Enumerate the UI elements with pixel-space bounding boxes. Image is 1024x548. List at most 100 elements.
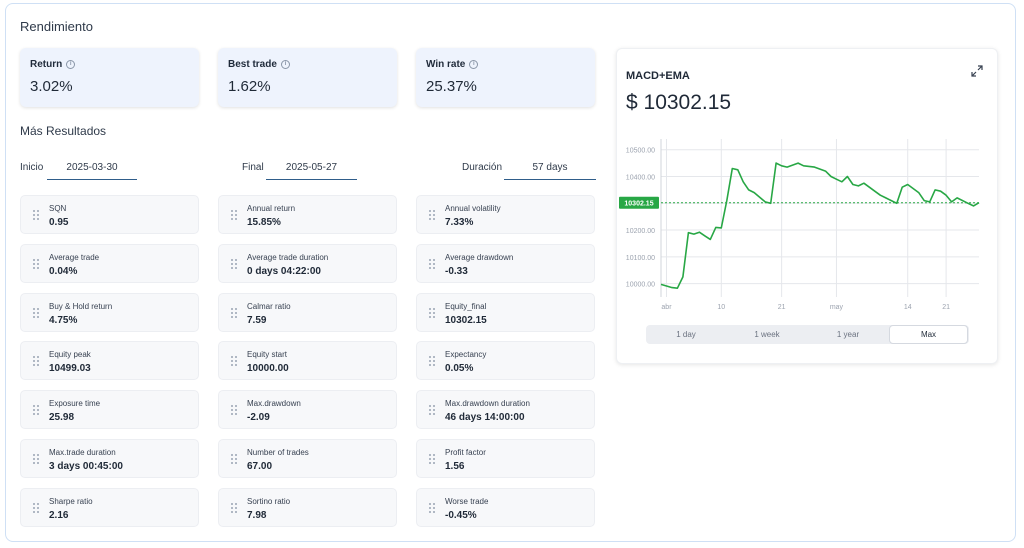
metric-value: 0.05% (445, 363, 474, 375)
kpi-label: Best trade (228, 59, 277, 70)
metric-card[interactable]: SQN 0.95 (20, 195, 199, 234)
metric-value: -0.33 (445, 265, 468, 277)
metric-card[interactable]: Average trade duration 0 days 04:22:00 (218, 243, 397, 283)
x-tick-label: abr (661, 304, 672, 311)
info-icon[interactable]: i (66, 60, 76, 69)
metric-card[interactable]: Equity start 10000.00 (218, 341, 397, 381)
expand-icon[interactable] (970, 64, 984, 78)
metric-card[interactable]: Calmar ratio 7.59 (218, 292, 397, 332)
x-tick-label: 14 (904, 304, 912, 311)
y-tick-label: 10400.00 (626, 174, 655, 181)
info-icon[interactable]: i (469, 60, 479, 69)
tab-1-week[interactable]: 1 week (754, 330, 780, 339)
drag-handle-icon[interactable] (429, 210, 435, 220)
drag-handle-icon[interactable] (231, 210, 237, 220)
info-icon[interactable]: i (280, 60, 290, 69)
end-label: Final (242, 162, 264, 173)
metric-label: Buy & Hold return (49, 301, 113, 311)
tab-1-year[interactable]: 1 year (836, 330, 860, 339)
metric-card[interactable]: Max.drawdown -2.09 (218, 390, 397, 430)
timeframe-tabs: 1 day 1 week 1 year Max (646, 325, 969, 344)
drag-handle-icon[interactable] (33, 405, 39, 416)
metric-card[interactable]: Equity peak 10499.03 (20, 341, 199, 381)
metric-value: 0.04% (49, 265, 78, 277)
equity-value: $ 10302.15 (626, 91, 732, 114)
start-label: Inicio (20, 162, 44, 173)
metric-label: Profit factor (445, 448, 486, 457)
drag-handle-icon[interactable] (33, 502, 39, 513)
drag-handle-icon[interactable] (231, 502, 237, 513)
metric-card[interactable]: Annual return 15.85% (218, 195, 397, 234)
drag-handle-icon[interactable] (429, 307, 435, 318)
metric-card[interactable]: Profit factor 1.56 (416, 439, 595, 478)
metric-card[interactable]: Expectancy 0.05% (416, 341, 595, 381)
metric-label: Max.drawdown duration (445, 399, 530, 409)
drag-handle-icon[interactable] (231, 258, 237, 269)
metric-value: 7.33% (445, 217, 474, 228)
metric-value: -0.45% (445, 509, 477, 521)
end-date-input[interactable]: 2025-05-27 (266, 158, 357, 180)
duration-field: Duración 57 days (462, 158, 596, 180)
section-title: Más Resultados (20, 124, 107, 138)
drag-handle-icon[interactable] (33, 356, 39, 367)
drag-handle-icon[interactable] (429, 405, 435, 416)
metric-card[interactable]: Max.trade duration 3 days 00:45:00 (20, 439, 199, 478)
drag-handle-icon[interactable] (33, 210, 39, 220)
y-tick-label: 10500.00 (626, 148, 655, 155)
metric-card[interactable]: Sharpe ratio 2.16 (20, 487, 199, 527)
metric-card[interactable]: Sortino ratio 7.98 (218, 487, 397, 527)
drag-handle-icon[interactable] (429, 356, 435, 367)
metric-card[interactable]: Buy & Hold return 4.75% (20, 292, 199, 332)
start-date-field: Inicio 2025-03-30 (20, 158, 140, 180)
duration-label: Duración (462, 162, 503, 173)
equity-chart: 10500.0010400.0010300.0010200.0010100.00… (619, 139, 980, 311)
kpi-label: Return (30, 59, 63, 70)
drag-handle-icon[interactable] (231, 454, 237, 464)
metric-value: 25.98 (49, 412, 75, 424)
metric-card[interactable]: Max.drawdown duration 46 days 14:00:00 (416, 390, 595, 430)
metric-label: Expectancy (445, 350, 487, 360)
metric-card[interactable]: Equity_final 10302.15 (416, 292, 595, 332)
drag-handle-icon[interactable] (231, 356, 237, 367)
drag-handle-icon[interactable] (231, 307, 237, 318)
tab-max[interactable]: Max (889, 325, 968, 344)
metric-value: 10302.15 (445, 314, 487, 326)
kpi-value: 3.02% (30, 78, 73, 95)
current-value-label: 10302.15 (624, 201, 653, 208)
drag-handle-icon[interactable] (429, 454, 435, 464)
tab-1-day[interactable]: 1 day (676, 330, 696, 339)
drag-handle-icon[interactable] (33, 307, 39, 318)
metric-value: 7.59 (247, 314, 267, 326)
metric-value: 15.85% (247, 217, 281, 228)
metric-label: Annual volatility (445, 204, 501, 213)
duration-value: 57 days (504, 158, 596, 180)
metric-card[interactable]: Number of trades 67.00 (218, 439, 397, 478)
metric-card[interactable]: Average drawdown -0.33 (416, 243, 595, 283)
metric-card[interactable]: Exposure time 25.98 (20, 390, 199, 430)
metric-label: Sortino ratio (247, 496, 291, 506)
strategy-title: MACD+EMA (626, 70, 690, 82)
metric-label: Exposure time (49, 399, 101, 409)
metric-label: Average trade (49, 252, 100, 262)
metric-value: 7.98 (247, 509, 267, 521)
start-date-input[interactable]: 2025-03-30 (47, 158, 137, 180)
metric-value: 0 days 04:22:00 (247, 265, 321, 277)
drag-handle-icon[interactable] (231, 405, 237, 416)
drag-handle-icon[interactable] (429, 502, 435, 513)
metric-label: Sharpe ratio (49, 496, 93, 506)
x-tick-label: 10 (717, 304, 725, 311)
metric-value: -2.09 (247, 412, 270, 424)
drag-handle-icon[interactable] (429, 258, 435, 269)
drag-handle-icon[interactable] (33, 258, 39, 269)
metric-value: 67.00 (247, 461, 273, 472)
kpi-value: 1.62% (228, 78, 271, 95)
metric-label: Calmar ratio (247, 301, 291, 311)
metric-card[interactable]: Worse trade -0.45% (416, 487, 595, 527)
metric-card[interactable]: Average trade 0.04% (20, 243, 199, 283)
metric-card[interactable]: Annual volatility 7.33% (416, 195, 595, 234)
metric-label: Equity start (247, 350, 288, 360)
metric-value: 10000.00 (247, 363, 289, 375)
metric-value: 1.56 (445, 461, 465, 472)
metric-label: Equity_final (445, 301, 487, 311)
drag-handle-icon[interactable] (33, 454, 39, 464)
